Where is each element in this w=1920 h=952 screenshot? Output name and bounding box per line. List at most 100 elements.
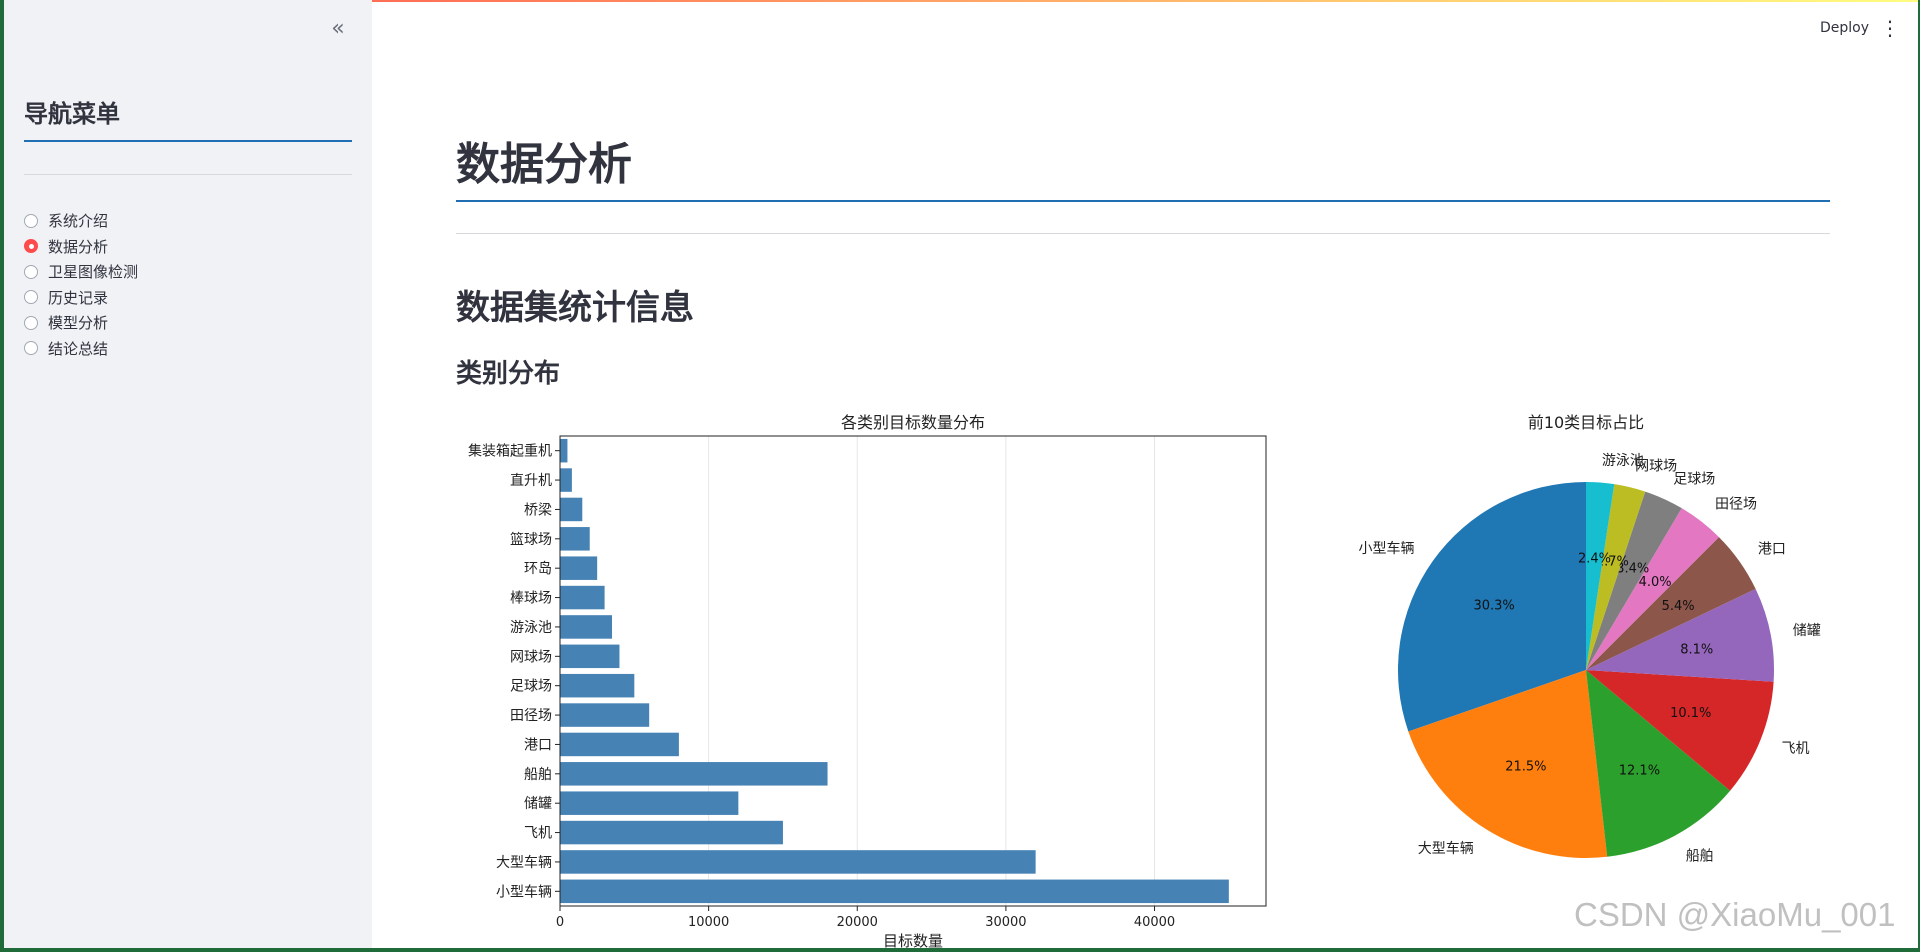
pie-value-label: 3.4%: [1616, 561, 1649, 576]
radio-unselected-icon[interactable]: [24, 290, 38, 305]
pie-value-label: 30.3%: [1473, 599, 1514, 614]
bar: [560, 438, 568, 463]
y-tick-label: 足球场: [510, 679, 552, 695]
bar: [560, 762, 828, 786]
x-axis-label: 目标数量: [883, 932, 943, 948]
pie-category-label: 足球场: [1673, 471, 1715, 487]
pie-category-label: 网球场: [1635, 458, 1677, 474]
nav-item-label: 系统介绍: [48, 212, 109, 231]
pie-value-label: 10.1%: [1670, 706, 1711, 721]
y-tick-label: 船舶: [524, 767, 552, 783]
nav-item[interactable]: 系统介绍: [24, 208, 138, 234]
nav-item-label: 数据分析: [48, 237, 109, 256]
bar: [560, 468, 572, 492]
pie-slice: [1586, 670, 1731, 857]
bar: [560, 791, 739, 815]
watermark: CSDN @XiaoMu_001: [1574, 896, 1896, 933]
pie-chart-title: 前10类目标占比: [1528, 413, 1644, 432]
nav-item[interactable]: 模型分析: [24, 310, 138, 336]
bar-chart: 各类别目标数量分布 0 10000 20000 30000 40000 小型车辆 大型车辆 飞机…: [468, 413, 1267, 948]
y-tick-label: 棒球场: [510, 591, 552, 607]
x-tick-label: 0: [556, 915, 564, 930]
sidebar-divider: [24, 174, 352, 175]
nav-item-label: 结论总结: [48, 339, 109, 358]
bar: [560, 732, 679, 757]
x-tick-label: 30000: [985, 915, 1026, 930]
y-tick-label: 直升机: [510, 472, 552, 489]
nav-radio-group: 系统介绍数据分析卫星图像检测 历史记录模型分析结论总结: [24, 208, 138, 361]
pie-chart: 前10类目标占比 30.3% 小型车辆 21.5% 大型车辆 12.1% 船舶 10.1% 飞机…: [1358, 413, 1821, 864]
pie-slice: [1586, 482, 1615, 670]
nav-item-label: 卫星图像检测: [48, 263, 139, 282]
deploy-button[interactable]: Deploy: [1820, 20, 1870, 36]
y-tick-label: 小型车辆: [496, 883, 552, 900]
pie-slice: [1586, 670, 1774, 791]
pie-slice: [1586, 484, 1646, 670]
pie-category-label: 港口: [1758, 541, 1786, 557]
bar: [560, 556, 598, 580]
bar-chart-title: 各类别目标数量分布: [841, 413, 985, 432]
bar: [560, 879, 1229, 904]
sidebar-title: 导航菜单: [24, 100, 120, 128]
pie-category-label: 小型车辆: [1358, 540, 1414, 557]
pie-value-label: 8.1%: [1680, 643, 1713, 658]
nav-item[interactable]: 卫星图像检测: [24, 259, 138, 285]
bar: [560, 673, 635, 698]
pie-category-label: 飞机: [1782, 741, 1810, 757]
bar: [560, 820, 783, 845]
sidebar: « 导航菜单 系统介绍数据分析卫星图像检测 历史记录模型分析结论总结: [4, 0, 372, 948]
radio-unselected-icon[interactable]: [24, 315, 38, 330]
collapse-sidebar-icon[interactable]: «: [331, 16, 345, 41]
bar: [560, 703, 650, 727]
page-title: 数据分析: [456, 139, 632, 190]
subsection-title: 类别分布: [456, 359, 561, 389]
pie-category-label: 船舶: [1686, 848, 1714, 864]
y-tick-label: 大型车辆: [496, 854, 552, 871]
y-tick-label: 港口: [524, 737, 552, 753]
main-menu-icon[interactable]: ⋮: [1880, 16, 1900, 40]
pie-slice: [1398, 482, 1586, 732]
pie-category-label: 田径场: [1715, 497, 1757, 513]
pie-slice: [1586, 508, 1719, 670]
nav-item[interactable]: 结论总结: [24, 336, 138, 362]
nav-item-label: 历史记录: [48, 288, 109, 307]
page-title-underline: [456, 200, 1830, 202]
pie-value-label: 4.0%: [1639, 575, 1672, 590]
pie-value-label: 5.4%: [1662, 599, 1695, 614]
y-tick-label: 储罐: [524, 796, 552, 812]
nav-item[interactable]: 历史记录: [24, 285, 138, 311]
radio-unselected-icon[interactable]: [24, 264, 38, 279]
y-tick-label: 集装箱起重机: [468, 443, 552, 460]
pie-slice: [1586, 588, 1774, 682]
x-tick-label: 20000: [837, 915, 878, 930]
y-tick-label: 桥梁: [524, 502, 552, 518]
pie-value-label: 2.4%: [1578, 552, 1611, 567]
bar: [560, 644, 620, 669]
nav-item[interactable]: 数据分析: [24, 234, 138, 260]
x-tick-label: 10000: [688, 915, 729, 930]
y-tick-label: 篮球场: [510, 532, 552, 548]
pie-value-label: 21.5%: [1505, 759, 1546, 774]
main-divider: [456, 233, 1830, 234]
radio-unselected-icon[interactable]: [24, 341, 38, 356]
plot-frame: [559, 435, 1267, 907]
bar: [560, 850, 1036, 874]
y-tick-label: 游泳池: [510, 620, 552, 636]
pie-value-label: 2.7%: [1596, 554, 1629, 569]
bar: [560, 527, 590, 551]
bar: [560, 497, 583, 522]
y-tick-label: 飞机: [524, 826, 552, 842]
y-tick-label: 网球场: [510, 649, 552, 665]
section-title: 数据集统计信息: [456, 288, 694, 328]
app-window: « 导航菜单 系统介绍 数据分析 卫星图像检测 历史记录 模型分析 结论总结 Deploy…: [4, 0, 1918, 948]
pie-category-label: 储罐: [1793, 623, 1821, 639]
radio-selected-icon[interactable]: [24, 239, 38, 254]
pie-slice: [1408, 670, 1608, 858]
y-tick-label: 环岛: [524, 561, 552, 577]
x-tick-label: 40000: [1134, 915, 1175, 930]
top-decoration-bar: [4, 0, 1918, 2]
pie-slice: [1586, 537, 1756, 670]
nav-item-label: 模型分析: [48, 314, 109, 333]
pie-category-label: 大型车辆: [1418, 840, 1474, 857]
radio-unselected-icon[interactable]: [24, 213, 38, 228]
